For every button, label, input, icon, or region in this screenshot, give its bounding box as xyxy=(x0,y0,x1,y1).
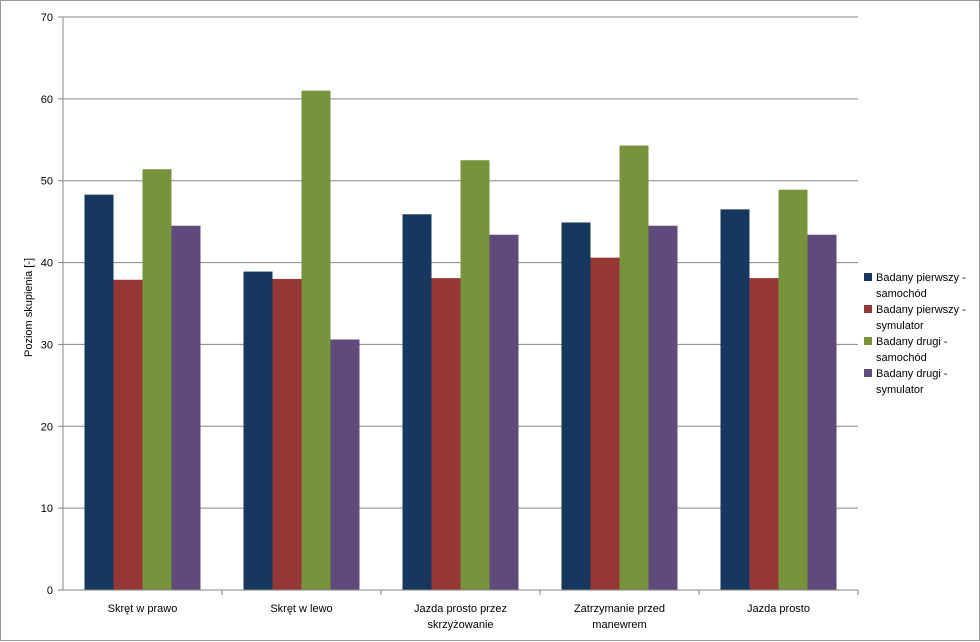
bar xyxy=(720,209,750,590)
legend-swatch xyxy=(864,337,872,345)
legend-label: Badany pierwszy - xyxy=(876,304,966,316)
y-tick-label: 60 xyxy=(41,94,53,106)
y-tick-label: 20 xyxy=(41,421,53,433)
x-tick-label: Skręt w prawo xyxy=(108,603,178,615)
x-tick-label: Zatrzymanie przed xyxy=(574,603,665,615)
bar xyxy=(561,222,591,590)
bar xyxy=(489,234,519,591)
legend-label: Badany pierwszy - xyxy=(876,272,966,284)
bar xyxy=(243,271,273,590)
legend-label: samochód xyxy=(876,288,927,300)
legend-label: samochód xyxy=(876,352,927,364)
legend-label: Badany drugi - xyxy=(876,336,948,348)
tick-labels: 0 10 20 30 40 50 60 70 Skręt w prawo Skręt w lewo… xyxy=(41,12,810,631)
x-tick-label: manewrem xyxy=(592,619,646,631)
legend-label: symulator xyxy=(876,320,924,332)
bar xyxy=(460,160,490,590)
bar xyxy=(749,278,779,590)
bar xyxy=(84,194,114,590)
bar xyxy=(301,90,331,591)
bar xyxy=(402,214,432,591)
legend-swatch xyxy=(864,273,872,281)
legend-swatch xyxy=(864,369,872,377)
legend-swatch xyxy=(864,305,872,313)
bars xyxy=(84,90,837,591)
y-tick-label: 0 xyxy=(47,585,53,597)
x-tick-label: Jazda prosto xyxy=(747,603,810,615)
legend: Badany pierwszy - samochód Badany pierwszy… xyxy=(864,272,966,396)
y-tick-label: 10 xyxy=(41,503,53,515)
y-tick-label: 70 xyxy=(41,12,53,24)
x-tick-label: skrzyżowanie xyxy=(427,619,493,631)
bar xyxy=(171,225,201,590)
bar xyxy=(431,278,461,590)
y-tick-label: 30 xyxy=(41,339,53,351)
legend-label: Badany drugi - xyxy=(876,368,948,380)
bar xyxy=(272,278,302,590)
y-tick-label: 40 xyxy=(41,258,53,270)
bar xyxy=(619,145,649,590)
x-tick-label: Jazda prosto przez xyxy=(414,603,507,615)
bar xyxy=(113,279,143,590)
bar xyxy=(590,257,620,590)
bar xyxy=(807,234,837,591)
x-tick-label: Skręt w lewo xyxy=(270,603,332,615)
y-axis-title: Poziom skupienia [-] xyxy=(23,258,35,357)
bar xyxy=(648,225,678,590)
y-tick-label: 50 xyxy=(41,176,53,188)
axes xyxy=(58,16,859,595)
legend-label: symulator xyxy=(876,384,924,396)
bar xyxy=(142,169,172,591)
bar xyxy=(778,189,808,590)
bar xyxy=(330,339,360,590)
